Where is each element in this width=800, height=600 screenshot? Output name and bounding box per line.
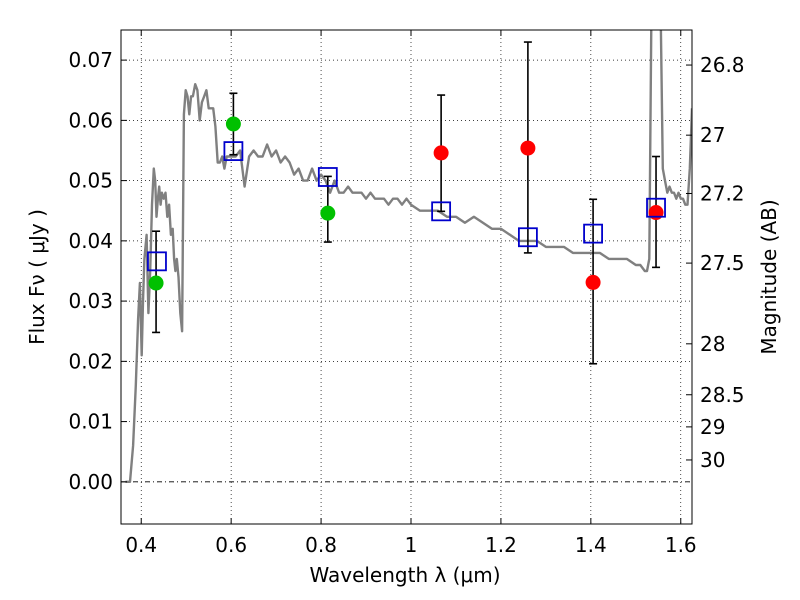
y2-tick-label: 27.2	[700, 181, 745, 205]
x-tick-label: 0.6	[215, 533, 247, 557]
axes: 0.4 0.6 0.8 1 1.2 1.4 1.6 0.00 0.01 0.02 0.03 0.04 0…	[68, 30, 745, 557]
y-tick-label: 0.00	[68, 470, 113, 494]
y2-tick-label: 26.8	[700, 53, 745, 77]
x-tick-label: 0.4	[125, 533, 157, 557]
x-tick-label: 1.2	[485, 533, 517, 557]
y2-tick-label: 28	[700, 332, 725, 356]
y-tick-label: 0.06	[68, 108, 113, 132]
y2-tick-label: 27	[700, 123, 725, 147]
model-flux-square	[517, 227, 538, 248]
y-tick-label: 0.01	[68, 410, 113, 434]
x-tick-label: 0.8	[305, 533, 337, 557]
model-flux-square	[646, 197, 666, 218]
plot-layer	[125, 30, 692, 483]
model-sed-line	[125, 30, 692, 483]
red-data-point	[648, 205, 664, 221]
y2-tick-label: 30	[700, 448, 725, 472]
green-data-point	[148, 275, 164, 291]
red-data-point	[520, 140, 536, 156]
y-tick-label: 0.02	[68, 349, 113, 373]
red-data-point	[585, 274, 601, 290]
y-axis-label: Flux Fν ( μJy )	[25, 209, 49, 345]
green-data-point	[320, 205, 336, 221]
model-flux-square	[223, 141, 244, 161]
green-data-point	[225, 116, 241, 132]
red-data-point	[433, 145, 449, 161]
x-tick-label: 1	[405, 533, 418, 557]
y2-tick-label: 29	[700, 415, 725, 439]
y-tick-label: 0.05	[68, 169, 113, 193]
plot-frame	[120, 29, 693, 525]
y2-tick-label: 27.5	[700, 251, 745, 275]
y-tick-label: 0.04	[68, 229, 113, 253]
markers	[147, 116, 666, 291]
model-flux-square	[317, 167, 338, 187]
x-tick-label: 1.6	[665, 533, 697, 557]
y2-tick-label: 28.5	[700, 383, 745, 407]
model-flux-square	[431, 201, 452, 222]
plot-area	[121, 30, 692, 524]
y-tick-label: 0.07	[68, 48, 113, 72]
y-tick-label: 0.03	[68, 289, 113, 313]
y2-axis-label: Magnitude (AB)	[757, 199, 781, 354]
x-axis-label: Wavelength λ (μm)	[309, 563, 500, 587]
model-flux-square	[147, 251, 167, 272]
model-flux-square	[583, 223, 603, 244]
x-tick-label: 1.4	[575, 533, 607, 557]
